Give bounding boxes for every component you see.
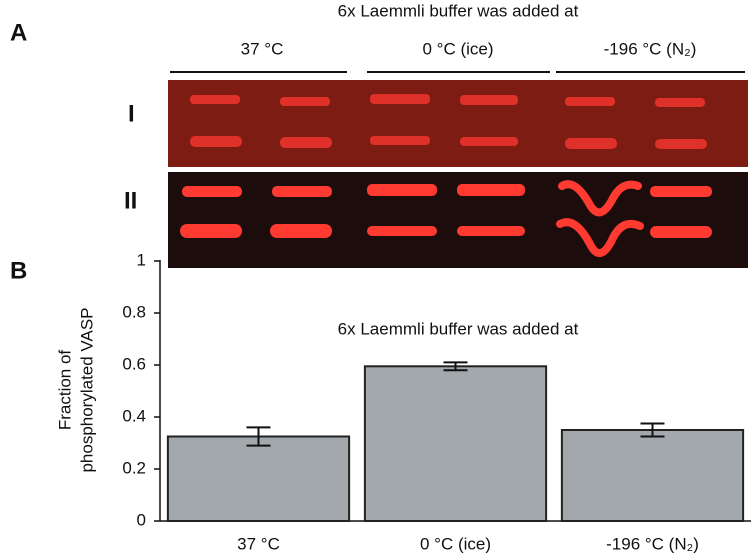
- annotation: 6x Laemmli buffer was added at: [338, 319, 579, 338]
- blot-header: 6x Laemmli buffer was added at: [338, 1, 579, 20]
- figure: A 6x Laemmli buffer was added at 37 °C 0…: [0, 0, 751, 555]
- y-axis-title: phosphorylated VASP: [77, 307, 96, 472]
- group-label: -196 °C (N₂): [604, 39, 697, 58]
- y-tick-label: 1: [137, 250, 146, 269]
- bar: [365, 366, 546, 521]
- panel-label: B: [10, 257, 27, 284]
- blot-i: [168, 80, 748, 167]
- x-tick-label: -196 °C (N₂): [606, 534, 699, 553]
- group-label: 0 °C (ice): [422, 39, 493, 58]
- row-label: II: [124, 187, 137, 214]
- y-tick-label: 0: [137, 510, 146, 529]
- bar: [168, 437, 349, 522]
- y-tick-label: 0.4: [122, 406, 146, 425]
- y-tick-label: 0.2: [122, 458, 146, 477]
- x-tick-label: 37 °C: [237, 534, 280, 553]
- panel-label: A: [10, 19, 27, 46]
- group-label: 37 °C: [241, 39, 284, 58]
- y-axis-title: Fraction of: [55, 350, 74, 431]
- y-tick-label: 0.6: [122, 354, 146, 373]
- row-label: I: [128, 100, 135, 127]
- y-tick-label: 0.8: [122, 302, 146, 321]
- x-tick-label: 0 °C (ice): [420, 534, 491, 553]
- bar: [562, 430, 743, 521]
